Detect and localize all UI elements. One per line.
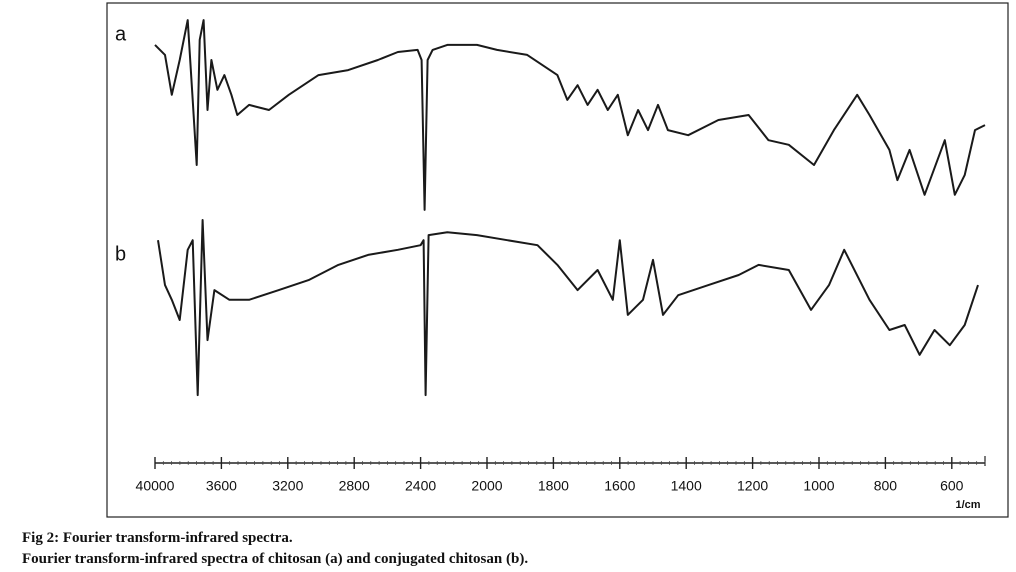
x-tick-label: 1600: [604, 478, 635, 494]
caption-title: Fig 2: Fourier transform-infrared spectr…: [22, 530, 293, 546]
x-tick-label: 2400: [405, 478, 436, 494]
x-tick-label: 1800: [538, 478, 569, 494]
x-tick-label: 800: [874, 478, 898, 494]
x-tick-label: 2000: [471, 478, 502, 494]
x-tick-label: 3200: [272, 478, 303, 494]
x-axis-unit: 1/cm: [955, 499, 980, 511]
x-tick-label: 600: [940, 478, 964, 494]
x-tick-label: 1000: [803, 478, 834, 494]
series-label: a: [115, 23, 127, 45]
series-label: b: [115, 243, 126, 265]
x-tick-label: 2800: [339, 478, 370, 494]
x-tick-label: 3600: [206, 478, 237, 494]
spectrum-line: [157, 219, 979, 397]
frame: [106, 2, 1009, 518]
x-tick-label: 1400: [671, 478, 702, 494]
spectrum-line: [154, 19, 986, 211]
x-tick-label: 1200: [737, 478, 768, 494]
x-tick-label: 40000: [136, 478, 175, 494]
caption-text: Fourier transform-infrared spectra of ch…: [22, 551, 528, 567]
